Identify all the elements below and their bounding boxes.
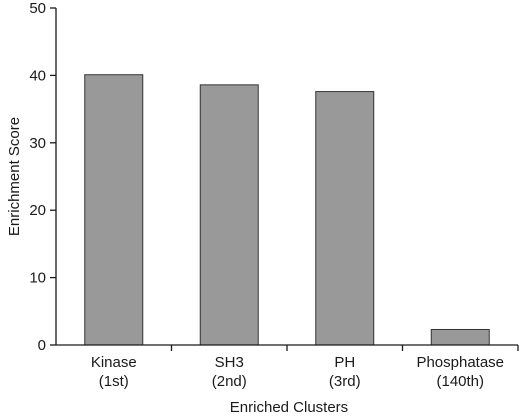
x-axis-label: Enriched Clusters	[230, 399, 348, 416]
x-tick-label: SH3	[215, 354, 244, 371]
y-tick-label: 10	[29, 270, 46, 287]
bar-sh3	[199, 84, 259, 346]
y-tick-label: 50	[29, 0, 46, 17]
x-tick-label-rank: (2nd)	[212, 373, 247, 390]
x-tick-label-rank: (140th)	[436, 373, 484, 390]
y-tick-label: 30	[29, 135, 46, 152]
bar-ph	[315, 91, 375, 346]
y-tick-label: 40	[29, 67, 46, 84]
bar-phosphatase	[430, 328, 490, 346]
x-tick-label: Kinase	[91, 354, 137, 371]
bars-layer	[84, 74, 490, 346]
x-tick-label: Phosphatase	[416, 354, 504, 371]
x-tick-label: PH	[334, 354, 355, 371]
x-tick-label-rank: (3rd)	[329, 373, 361, 390]
x-tick-label-rank: (1st)	[99, 373, 129, 390]
axes-layer	[50, 7, 519, 351]
labels-layer: 0 10 20 30 40 50 Kinase (1st) SH3 (2nd) PH (3rd) Pho…	[29, 0, 504, 390]
y-axis-label: Enrichment Score	[6, 117, 23, 236]
y-tick-label: 0	[38, 337, 46, 354]
y-tick-label: 20	[29, 202, 46, 219]
bar-kinase	[84, 74, 144, 346]
